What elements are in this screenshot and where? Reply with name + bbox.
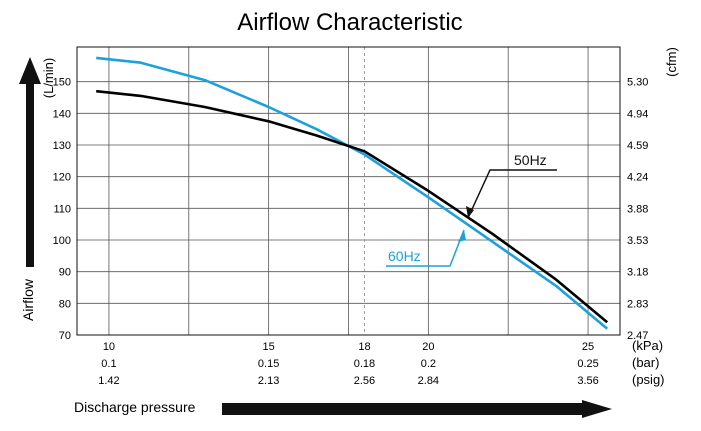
x-axis-arrow-shaft <box>222 403 584 415</box>
y-tick-left: 150 <box>53 77 71 89</box>
y-axis-arrow-shaft <box>26 82 34 267</box>
chart-title: Airflow Characteristic <box>237 9 462 36</box>
x-tick-kpa: 10 <box>103 341 115 353</box>
legend-60hz-leader <box>386 229 465 267</box>
x-tick-psig: 3.56 <box>577 375 598 387</box>
y-tick-left: 70 <box>59 330 71 342</box>
x-tick-kpa: 20 <box>422 341 434 353</box>
y-tick-left: 80 <box>59 298 71 310</box>
y-unit-right: (cfm) <box>664 47 679 77</box>
y-ticks-right: 2.47 2.83 3.18 3.53 3.88 4.24 4.59 4.94 5.30 <box>627 77 648 342</box>
y-tick-right: 5.30 <box>627 77 648 89</box>
y-tick-right: 4.94 <box>627 108 648 120</box>
series-line-1 <box>96 56 609 330</box>
series-layer <box>96 56 609 330</box>
x-tick-kpa: 25 <box>582 341 594 353</box>
x-tick-bar: 0.18 <box>354 358 375 370</box>
x-tick-psig: 1.42 <box>98 375 119 387</box>
x-tick-bar: 0.25 <box>577 358 598 370</box>
y-tick-left: 110 <box>53 203 71 215</box>
legend-50hz-arrow <box>466 206 474 218</box>
x-axis-label: Discharge pressure <box>74 399 196 415</box>
x-unit-psig: (psig) <box>632 372 665 387</box>
x-ticks: 10 0.1 1.42 15 0.15 2.13 18 0.18 2.56 20 0.2 2.84 25… <box>98 341 599 387</box>
x-tick-psig: 2.13 <box>258 375 279 387</box>
x-tick-kpa: 18 <box>358 341 370 353</box>
y-tick-right: 2.83 <box>627 298 648 310</box>
legend-50hz-leader <box>467 169 557 219</box>
y-axis-arrow-head <box>19 57 41 84</box>
plot-frame <box>76 46 621 336</box>
x-unit-kpa: (kPa) <box>632 338 663 353</box>
y-tick-right: 3.53 <box>627 235 648 247</box>
grid-lines <box>77 47 620 336</box>
legend-60hz-arrow <box>458 230 466 242</box>
y-tick-right: 2.47 <box>627 330 648 342</box>
legend-50hz: 50Hz <box>466 152 557 219</box>
x-unit-bar: (bar) <box>632 355 659 370</box>
y-unit-left: (L/min) <box>41 58 56 98</box>
legend-50hz-label: 50Hz <box>514 152 547 168</box>
y-tick-right: 3.88 <box>627 203 648 215</box>
y-tick-right: 4.24 <box>627 172 648 184</box>
x-tick-psig: 2.84 <box>418 375 439 387</box>
y-tick-left: 100 <box>53 235 71 247</box>
legend-60hz: 60Hz <box>386 229 466 267</box>
x-axis-arrow-head <box>582 400 612 418</box>
y-tick-right: 4.59 <box>627 140 648 152</box>
x-tick-bar: 0.15 <box>258 358 279 370</box>
x-tick-kpa: 15 <box>263 341 275 353</box>
y-tick-left: 140 <box>53 108 71 120</box>
y-tick-right: 3.18 <box>627 267 648 279</box>
y-ticks-left: 70 80 90 100 110 120 130 140 150 <box>53 77 71 342</box>
y-tick-left: 120 <box>53 172 71 184</box>
x-tick-bar: 0.2 <box>421 358 436 370</box>
x-tick-psig: 2.56 <box>354 375 375 387</box>
series-line-0 <box>96 89 609 324</box>
y-tick-left: 130 <box>53 140 71 152</box>
y-tick-left: 90 <box>59 267 71 279</box>
legend-60hz-label: 60Hz <box>388 248 421 264</box>
x-tick-bar: 0.1 <box>101 358 116 370</box>
y-axis-label: Airflow <box>20 278 36 321</box>
